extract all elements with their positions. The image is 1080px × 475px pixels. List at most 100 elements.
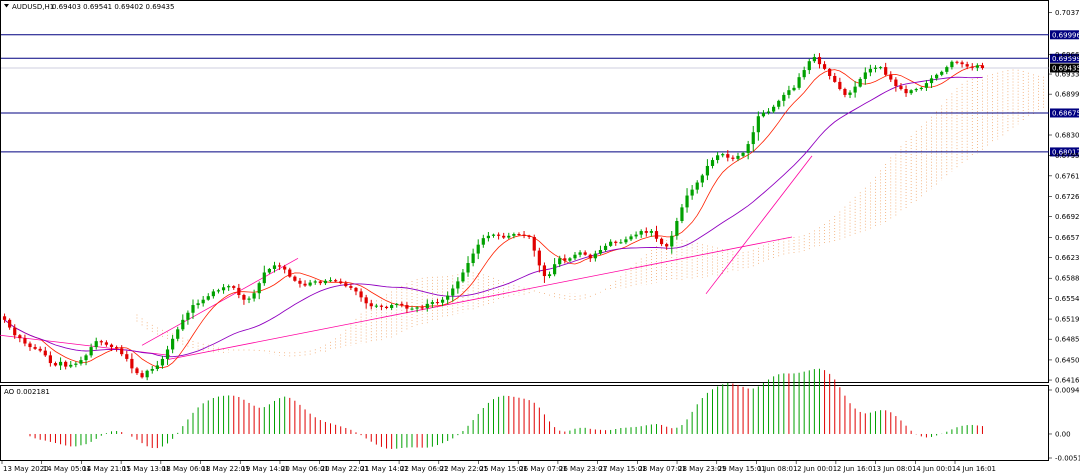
candle-body — [288, 269, 292, 277]
candle-body — [914, 89, 918, 91]
candle-body — [659, 238, 664, 245]
time-tick-label: 20 May 22:01 — [321, 465, 369, 473]
candle-body — [43, 350, 47, 356]
candle-body — [145, 370, 149, 378]
time-tick-label: 29 May 15:01 — [718, 465, 766, 473]
candle-body — [486, 235, 491, 239]
candle-body — [639, 231, 643, 235]
candle-body — [216, 290, 221, 292]
candle-body — [736, 155, 740, 159]
candle-body — [339, 281, 343, 284]
candle-body — [196, 303, 200, 306]
candle-body — [242, 294, 246, 300]
candle-body — [619, 242, 623, 244]
candle-body — [440, 299, 445, 303]
candle-body — [405, 305, 409, 309]
candle-body — [186, 312, 190, 320]
candle-body — [848, 92, 852, 95]
candle-body — [675, 221, 679, 236]
candle-body — [624, 239, 628, 243]
candle-body — [761, 112, 766, 117]
candle-body — [858, 78, 862, 87]
level-tag — [1050, 53, 1079, 63]
time-tick-label: 21 May 14:01 — [360, 465, 408, 473]
candle-body — [746, 144, 750, 153]
candle-body — [772, 106, 776, 112]
price-tick-label: 0.69333 — [1055, 71, 1080, 79]
candle-body — [812, 57, 816, 62]
level-label: 0.68017 — [1052, 148, 1080, 156]
candle-body — [313, 281, 317, 283]
candle-body — [328, 280, 333, 282]
trendline — [705, 155, 813, 295]
candle-body — [114, 347, 119, 349]
candle-body — [58, 361, 63, 366]
time-tick-label: 28 May 07:01 — [638, 465, 686, 473]
candle-body — [731, 157, 735, 159]
candle-body — [150, 368, 154, 371]
candle-body — [257, 283, 261, 294]
time-tick-label: 28 May 23:01 — [678, 465, 726, 473]
candle-body — [940, 71, 944, 75]
candle-body — [237, 287, 241, 295]
candle-body — [945, 67, 949, 72]
candle-body — [614, 241, 618, 243]
price-tick-label: 0.64853 — [1055, 336, 1080, 344]
candle-body — [28, 343, 32, 348]
candle-body — [23, 338, 27, 344]
candle-body — [303, 283, 307, 286]
candle-body — [828, 68, 832, 76]
awesome-oscillator-bars — [29, 368, 983, 449]
candle-body — [155, 365, 159, 369]
candle-body — [710, 160, 715, 166]
candle-body — [221, 287, 226, 291]
candle-body — [894, 79, 898, 87]
menu-triangle-icon[interactable] — [4, 4, 9, 8]
candle-body — [267, 268, 271, 273]
candle-body — [69, 364, 73, 367]
price-tick-label: 0.67263 — [1055, 193, 1080, 201]
level-label: 0.69996 — [1052, 31, 1080, 39]
candle-body — [838, 81, 842, 90]
time-tick-label: 4 Jun 00:01 — [916, 465, 956, 473]
price-tick-label: 0.64163 — [1055, 377, 1080, 385]
candle-body — [491, 234, 496, 236]
candle-body — [792, 87, 796, 91]
candle-body — [420, 307, 424, 309]
ma-fast-line — [4, 65, 983, 369]
candle-body — [53, 363, 58, 366]
time-tick-label: 20 May 06:01 — [281, 465, 329, 473]
candle-body — [84, 355, 88, 361]
candle-body — [283, 266, 287, 270]
candle-body — [502, 235, 506, 238]
price-tick-label: 0.69663 — [1055, 51, 1080, 59]
candle-body — [395, 303, 399, 306]
time-tick-label: 22 May 22:01 — [440, 465, 488, 473]
candle-body — [716, 155, 720, 161]
symbol-label: AUDUSD,H1 — [12, 3, 54, 11]
candle-body — [578, 252, 582, 255]
candle-body — [379, 305, 384, 307]
candle-body — [929, 78, 934, 84]
candle-body — [425, 303, 429, 309]
candle-body — [384, 306, 389, 309]
candle-body — [588, 254, 592, 259]
time-tick-label: 18 May 22:01 — [202, 465, 250, 473]
candle-body — [359, 291, 363, 298]
candle-body — [843, 89, 847, 95]
price-tick-label: 0.70373 — [1055, 9, 1080, 17]
candle-body — [298, 280, 302, 284]
time-tick-label: 2 Jun 00:01 — [797, 465, 837, 473]
candle-body — [277, 265, 282, 267]
candle-body — [512, 234, 516, 236]
time-tick-label: 13 May 2020 — [3, 465, 49, 473]
candle-body — [904, 89, 908, 94]
candle-body — [965, 64, 969, 67]
candle-body — [522, 234, 526, 236]
candle-body — [38, 348, 42, 351]
trendline — [167, 236, 793, 360]
candle-body — [873, 67, 878, 69]
ao-tick-label: 0.00948 — [1055, 387, 1080, 395]
